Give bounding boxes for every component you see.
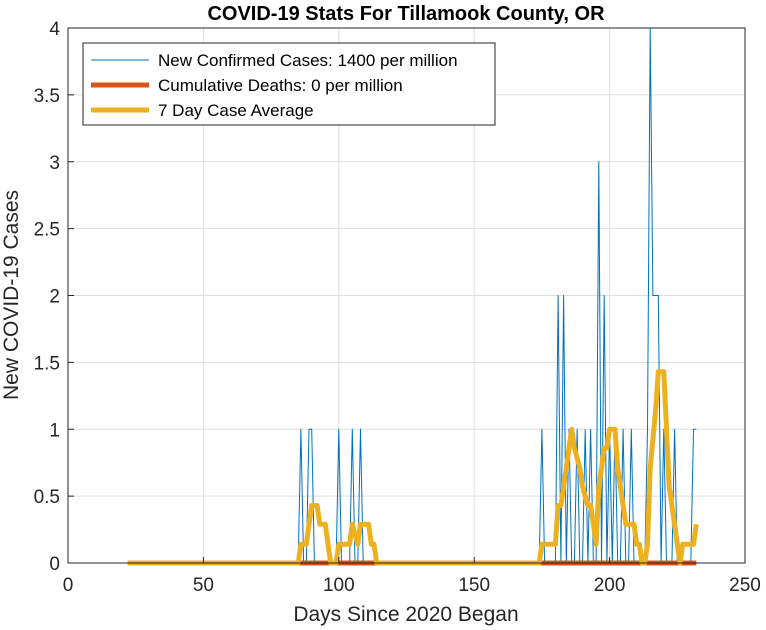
seven-day-average-line bbox=[127, 369, 699, 566]
y-tick-label: 3.5 bbox=[34, 86, 60, 107]
x-tick-label: 200 bbox=[594, 575, 626, 596]
y-tick-label: 0 bbox=[49, 554, 60, 575]
chart-title: COVID-19 Stats For Tillamook County, OR bbox=[207, 3, 605, 25]
x-tick-label: 50 bbox=[193, 575, 214, 596]
y-tick-label: 0.5 bbox=[34, 487, 60, 508]
y-tick-label: 2 bbox=[49, 287, 60, 308]
legend-label-new-cases: New Confirmed Cases: 1400 per million bbox=[158, 51, 458, 70]
x-tick-label: 250 bbox=[729, 575, 761, 596]
y-tick-label: 3 bbox=[49, 153, 60, 174]
x-tick-label: 0 bbox=[63, 575, 74, 596]
y-tick-label: 4 bbox=[49, 19, 60, 40]
y-axis-title: New COVID-19 Cases bbox=[0, 190, 23, 400]
y-tick-label: 2.5 bbox=[34, 220, 60, 241]
axis-ticks: 0 50 100 150 200 250 0 0.5 1 1.5 2 2.5 3 3.5 4 bbox=[34, 19, 761, 596]
y-tick-label: 1 bbox=[49, 420, 60, 441]
x-axis-title: Days Since 2020 Began bbox=[293, 603, 518, 626]
legend-box bbox=[82, 42, 496, 126]
x-tick-label: 100 bbox=[323, 575, 355, 596]
legend-label-7-day-average: 7 Day Case Average bbox=[158, 101, 314, 120]
legend: New Confirmed Cases: 1400 per million Cu… bbox=[82, 42, 496, 126]
x-tick-label: 150 bbox=[458, 575, 490, 596]
legend-label-cumulative-deaths: Cumulative Deaths: 0 per million bbox=[158, 76, 403, 95]
y-tick-label: 1.5 bbox=[34, 353, 60, 374]
